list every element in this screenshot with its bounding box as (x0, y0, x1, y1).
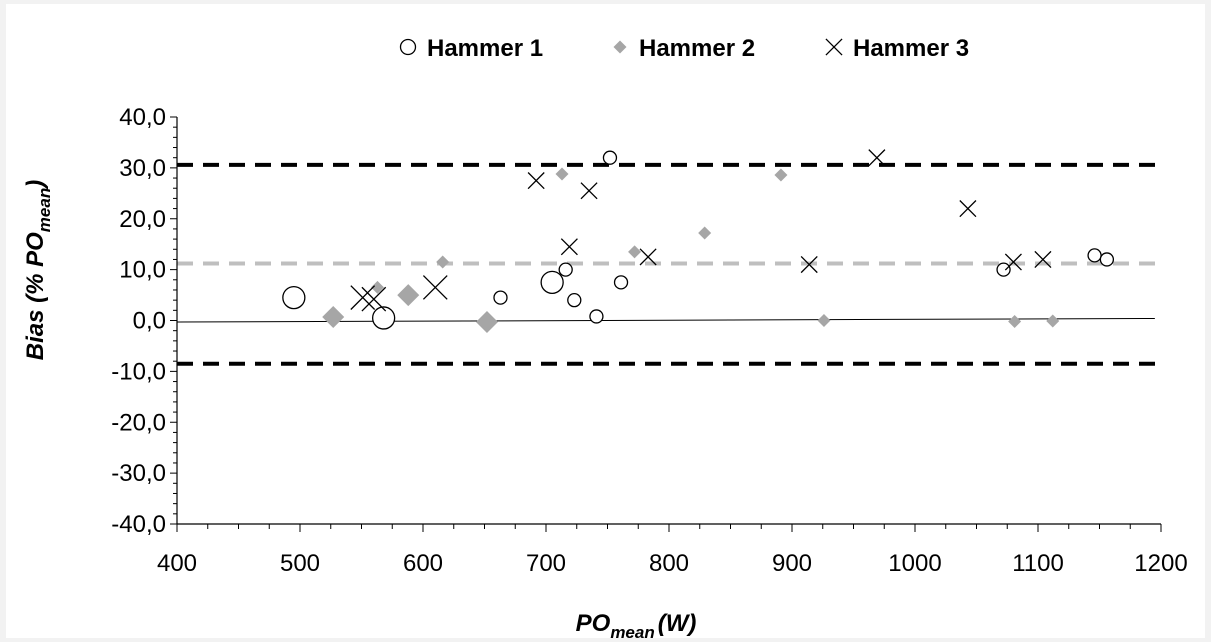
data-point-x-series-3 (1034, 250, 1052, 268)
data-point-open-circle-series-1 (589, 309, 604, 324)
x-tick-label: 400 (157, 550, 197, 577)
data-point-diamond-series-2 (774, 168, 788, 182)
axes-layer: 40,0 30,0 20,0 10,0 0,0 -10,0 -20,0 -30,0 -40,0 4… (111, 104, 1187, 577)
data-point-diamond-series-2 (397, 284, 420, 307)
data-point-x-series-3 (527, 172, 545, 190)
y-tick-label: 20,0 (119, 206, 166, 233)
trend-line (176, 317, 1155, 323)
data-point-x-series-3 (639, 248, 657, 266)
y-tick-label: -30,0 (111, 460, 166, 487)
y-tick-label: 30,0 (119, 155, 166, 182)
data-point-x-series-3 (580, 182, 598, 200)
x-axis-title: POmean (W) (576, 610, 697, 642)
x-axis-title-main: PO (576, 610, 611, 637)
data-point-diamond-series-2 (817, 314, 831, 327)
x-tick-label: 800 (649, 550, 689, 577)
legend-marker-3 (825, 38, 843, 56)
data-point-diamond-series-2 (322, 305, 345, 328)
y-tick-label: 10,0 (119, 257, 166, 284)
data-point-open-circle-series-1 (996, 262, 1011, 277)
data-point-open-circle-series-1 (1099, 252, 1115, 267)
data-point-diamond-series-2 (370, 280, 384, 294)
data-point-open-circle-series-1 (371, 306, 396, 330)
legend-marker-2 (613, 40, 627, 54)
data-point-x-series-3 (959, 200, 977, 218)
y-axis-title: Bias (% POmean) (22, 180, 54, 360)
data-point-open-circle-series-1 (540, 270, 564, 294)
data-point-open-circle-series-1 (282, 285, 306, 310)
data-point-diamond-series-2 (698, 226, 712, 240)
x-tick-label: 500 (280, 550, 320, 577)
y-tick-label: 0,0 (133, 308, 166, 335)
data-point-diamond-series-2 (475, 311, 498, 334)
legend-label-3: Hammer 3 (853, 35, 969, 62)
reference-lines-layer (176, 162, 1161, 366)
data-point-open-circle-series-1 (1087, 248, 1102, 263)
x-tick-label: 700 (526, 550, 566, 577)
axis-titles: POmean (W) Bias (% POmean) (22, 180, 696, 642)
y-axis-title-subscript: mean (35, 188, 54, 232)
y-axis-title-main: Bias (% PO (22, 232, 49, 360)
data-point-open-circle-series-1 (558, 262, 573, 277)
data-point-diamond-series-2 (628, 245, 642, 259)
x-tick-label: 600 (403, 550, 443, 577)
legend-label-2: Hammer 2 (639, 35, 755, 62)
chart-panel (6, 4, 1205, 638)
data-point-x-series-3 (422, 275, 448, 300)
data-points-layer (282, 149, 1115, 334)
y-tick-label: -20,0 (111, 409, 166, 436)
data-point-diamond-series-2 (555, 167, 569, 181)
legend-marker-1 (399, 38, 417, 56)
y-tick-label: -10,0 (111, 358, 166, 385)
legend: Hammer 1 Hammer 2 Hammer 3 (399, 35, 969, 62)
data-point-open-circle-series-1 (493, 290, 508, 305)
data-point-x-series-3 (868, 149, 886, 167)
data-point-x-series-3 (1004, 253, 1022, 271)
data-point-open-circle-series-1 (613, 275, 629, 290)
data-point-x-series-3 (361, 286, 387, 312)
y-tick-label: -40,0 (111, 511, 166, 538)
y-axis-title-end: ) (22, 180, 49, 191)
data-point-diamond-series-2 (1046, 314, 1060, 328)
x-tick-label: 1000 (888, 550, 941, 577)
x-tick-label: 1200 (1134, 550, 1187, 577)
data-point-open-circle-series-1 (602, 150, 618, 165)
data-point-x-series-3 (800, 256, 818, 274)
data-point-x-series-3 (560, 238, 578, 256)
y-tick-label: 40,0 (119, 104, 166, 131)
x-tick-label: 1100 (1012, 550, 1064, 577)
legend-label-1: Hammer 1 (427, 35, 543, 62)
x-axis-title-subscript: mean (610, 623, 654, 642)
x-axis-title-unit: (W) (658, 610, 697, 637)
x-tick-label: 900 (772, 550, 812, 577)
data-point-diamond-series-2 (436, 255, 450, 269)
data-point-x-series-3 (350, 285, 376, 310)
data-point-diamond-series-2 (1008, 315, 1022, 329)
data-point-open-circle-series-1 (567, 292, 582, 308)
